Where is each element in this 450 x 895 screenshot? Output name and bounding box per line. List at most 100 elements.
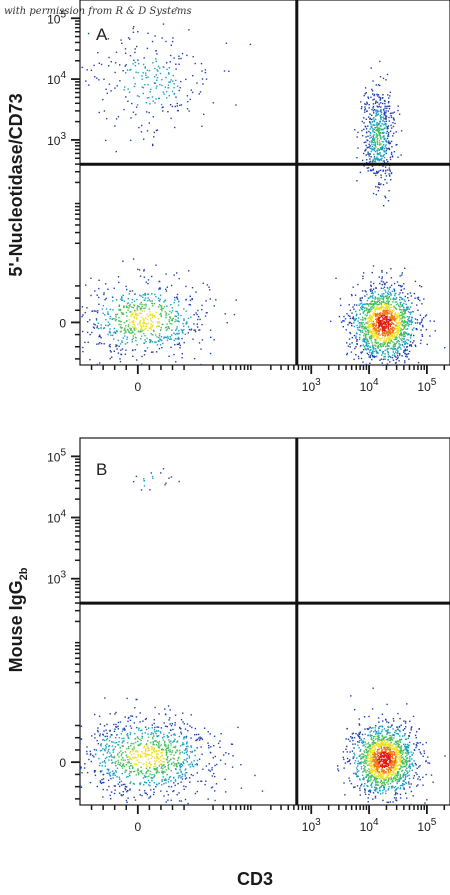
event-dot bbox=[162, 749, 165, 751]
event-dot bbox=[379, 339, 381, 341]
event-dot bbox=[396, 341, 398, 343]
event-dot bbox=[143, 342, 145, 344]
event-dot bbox=[356, 136, 358, 138]
event-dot bbox=[379, 110, 381, 112]
event-dot bbox=[203, 113, 205, 115]
event-dot bbox=[355, 310, 357, 313]
event-dot bbox=[388, 764, 390, 767]
event-dot bbox=[107, 770, 110, 772]
event-dot bbox=[380, 118, 382, 120]
event-dot bbox=[394, 293, 396, 295]
event-dot bbox=[139, 721, 141, 723]
event-dot bbox=[360, 302, 363, 304]
event-dot bbox=[383, 111, 386, 113]
event-dot bbox=[369, 158, 371, 160]
event-dot bbox=[377, 293, 380, 296]
event-dot bbox=[185, 737, 187, 739]
event-dot bbox=[140, 309, 143, 311]
event-dot bbox=[126, 734, 128, 736]
event-dot bbox=[358, 762, 360, 764]
event-dot bbox=[149, 91, 151, 93]
event-dot bbox=[137, 771, 139, 774]
event-dot bbox=[398, 314, 400, 316]
event-dot bbox=[367, 333, 369, 336]
event-dot bbox=[414, 734, 417, 737]
event-dot bbox=[175, 751, 177, 753]
event-dot bbox=[119, 308, 122, 311]
event-dot bbox=[183, 319, 185, 322]
event-dot bbox=[394, 763, 396, 765]
event-dot bbox=[405, 306, 408, 309]
event-dot bbox=[363, 272, 365, 274]
event-dot bbox=[419, 323, 421, 325]
event-dot bbox=[400, 314, 403, 316]
event-dot bbox=[368, 768, 370, 770]
event-dot bbox=[162, 106, 164, 108]
event-dot bbox=[372, 737, 375, 740]
event-dot bbox=[419, 299, 421, 302]
event-dot bbox=[376, 331, 378, 333]
event-dot bbox=[194, 749, 196, 752]
event-dot bbox=[403, 335, 405, 338]
event-dot bbox=[176, 326, 178, 328]
event-dot bbox=[349, 315, 351, 317]
event-dot bbox=[98, 715, 101, 717]
event-dot bbox=[338, 315, 341, 318]
event-dot bbox=[403, 734, 406, 737]
event-dot bbox=[130, 750, 132, 753]
event-dot bbox=[380, 136, 382, 138]
event-dot bbox=[91, 735, 93, 737]
event-dot bbox=[360, 741, 363, 744]
event-dot bbox=[406, 322, 408, 324]
event-dot bbox=[135, 309, 137, 312]
event-dot bbox=[421, 335, 424, 337]
event-dot bbox=[387, 757, 389, 759]
event-dot bbox=[390, 294, 392, 296]
event-dot bbox=[383, 160, 385, 162]
event-dot bbox=[376, 351, 379, 353]
event-dot bbox=[405, 349, 407, 352]
event-dot bbox=[93, 748, 96, 751]
event-dot bbox=[386, 733, 388, 736]
event-dot bbox=[376, 126, 378, 128]
event-dot bbox=[389, 751, 391, 753]
event-dot bbox=[112, 309, 114, 311]
event-dot bbox=[386, 347, 389, 350]
event-dot bbox=[339, 298, 342, 300]
event-dot bbox=[153, 729, 156, 731]
event-dot bbox=[198, 342, 201, 344]
event-dot bbox=[377, 113, 379, 115]
event-dot bbox=[359, 171, 362, 174]
event-dot bbox=[127, 717, 130, 719]
event-dot bbox=[159, 287, 161, 289]
event-dot bbox=[149, 773, 151, 775]
event-dot bbox=[361, 329, 364, 332]
event-dot bbox=[374, 778, 376, 780]
event-dot bbox=[404, 325, 407, 328]
event-dot bbox=[148, 775, 150, 777]
event-dot bbox=[185, 786, 187, 788]
event-dot bbox=[166, 773, 168, 776]
event-dot bbox=[167, 335, 169, 338]
event-dot bbox=[180, 731, 182, 733]
event-dot bbox=[159, 338, 161, 340]
event-dot bbox=[371, 771, 374, 774]
event-dot bbox=[104, 757, 107, 760]
event-dot bbox=[163, 301, 165, 303]
event-dot bbox=[186, 108, 189, 110]
event-dot bbox=[358, 317, 360, 319]
event-dot bbox=[366, 101, 368, 103]
event-dot bbox=[167, 765, 169, 767]
event-dot bbox=[113, 730, 116, 732]
event-dot bbox=[95, 318, 98, 320]
event-dot bbox=[109, 729, 111, 732]
event-dot bbox=[377, 114, 379, 116]
event-dot bbox=[125, 754, 128, 756]
event-dot bbox=[90, 294, 92, 297]
event-dot bbox=[194, 727, 197, 730]
event-dot bbox=[165, 288, 167, 290]
event-dot bbox=[404, 778, 406, 781]
event-dot bbox=[378, 320, 381, 322]
event-dot bbox=[387, 329, 390, 331]
event-dot bbox=[374, 330, 376, 332]
